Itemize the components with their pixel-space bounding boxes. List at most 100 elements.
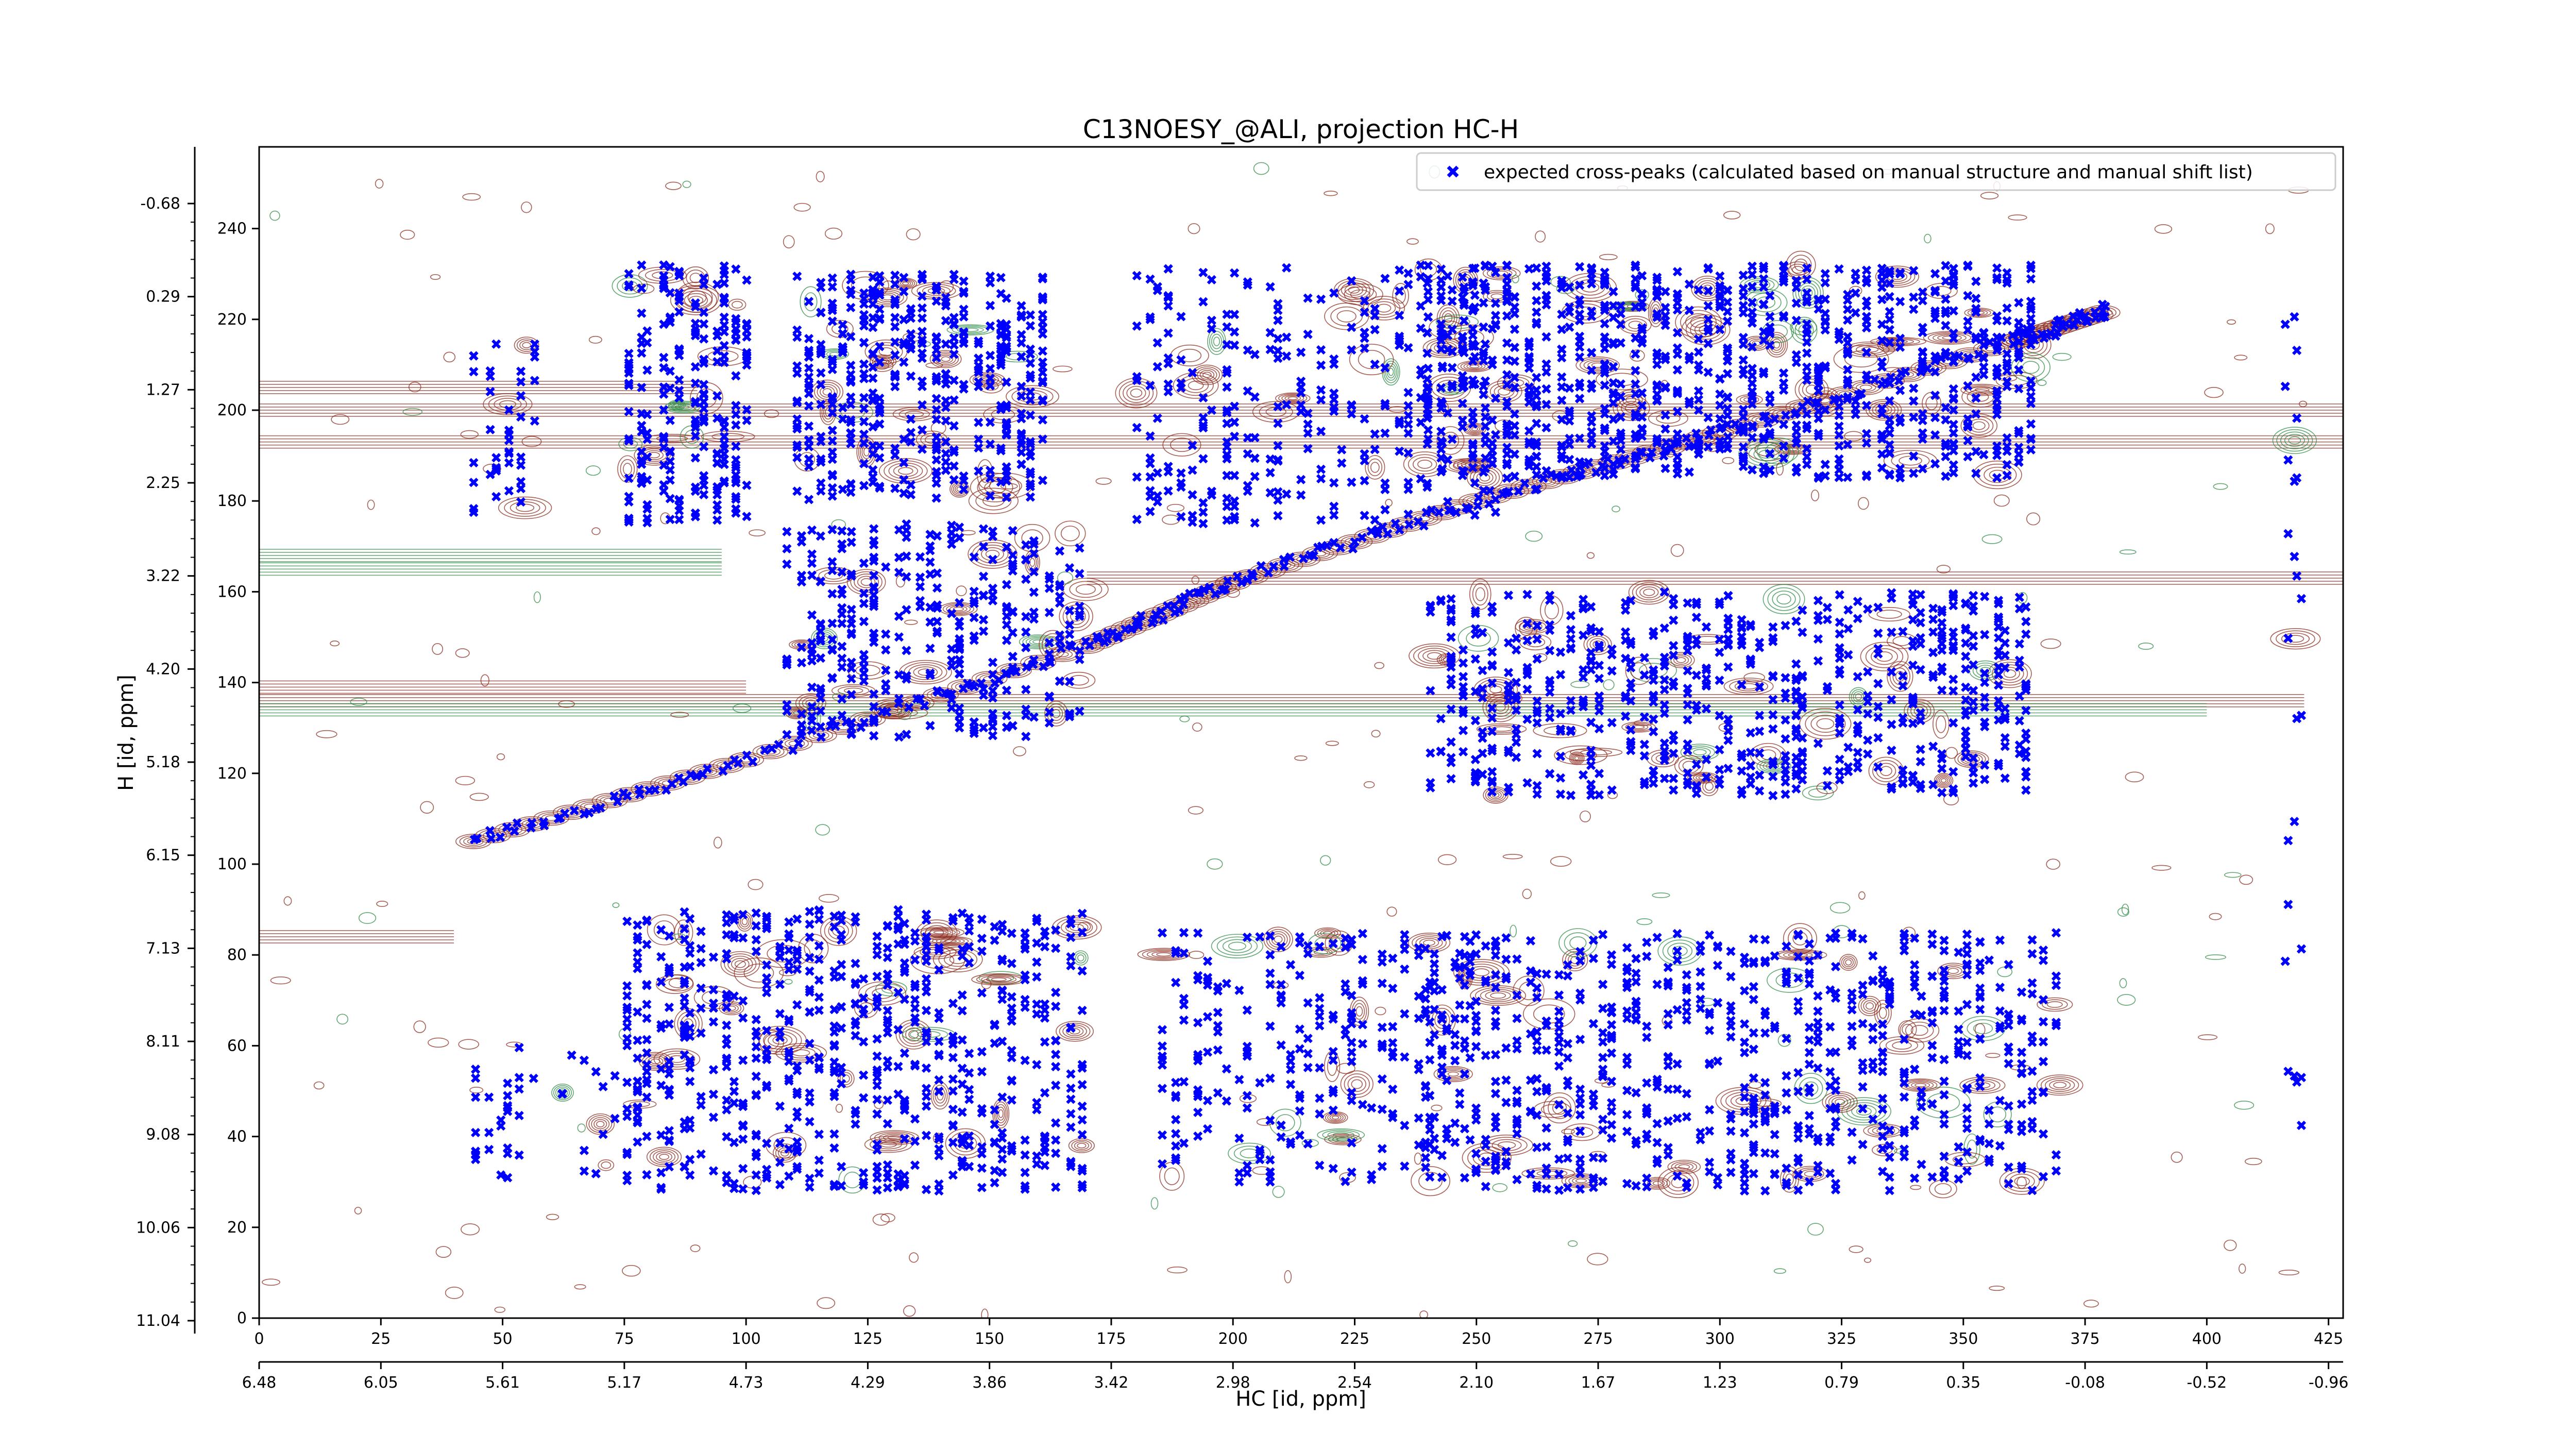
contour-ring	[817, 384, 838, 400]
contour-ring	[1472, 583, 1488, 606]
contour-ring	[1495, 702, 1506, 712]
contour-ring	[1490, 269, 1513, 278]
chart-title: C13NOESY_@ALI, projection HC-H	[1083, 114, 1519, 144]
contour-ring	[1762, 584, 1805, 614]
contour-ring	[1772, 591, 1796, 608]
contour-ring	[1385, 363, 1397, 381]
contour-ring	[1562, 300, 1610, 324]
contour-ring	[1573, 755, 1581, 762]
contour-ring	[925, 949, 945, 956]
contour-ring	[1436, 426, 1465, 455]
contour-ring	[1409, 643, 1461, 669]
contour-ring	[1887, 661, 1913, 692]
contour-ring	[1799, 708, 1852, 740]
contour-ring	[840, 1072, 853, 1085]
contour-ring	[1367, 458, 1383, 477]
contour-ring	[983, 381, 999, 391]
contour-ring	[1370, 462, 1380, 473]
contour-ring	[1616, 303, 1639, 310]
contour-ring	[1872, 760, 1900, 782]
contour-ring	[1413, 645, 1456, 666]
contour-ring	[1358, 350, 1385, 369]
contour-ring	[1624, 403, 1638, 413]
contour-ring	[1427, 652, 1442, 660]
contour-ring	[869, 355, 897, 369]
contour-ring	[1790, 255, 1812, 275]
contour-ring	[995, 1104, 1007, 1123]
contour-ring	[946, 324, 994, 335]
contour-ring	[732, 300, 743, 309]
contour-ring	[1933, 710, 1950, 739]
contour-ring	[1469, 578, 1492, 610]
contour-ring	[1417, 460, 1433, 469]
contour-ring	[1055, 520, 1086, 547]
contour-ring	[1422, 650, 1447, 662]
contour-ring	[1984, 466, 2011, 483]
contour-ring	[970, 473, 1021, 502]
contour-ring	[898, 467, 913, 475]
contour-ring	[1123, 383, 1150, 403]
contour-ring	[1871, 648, 1898, 665]
contour-ring	[1077, 954, 1084, 962]
contour-ring	[1974, 387, 1990, 393]
contour-ring	[1808, 788, 1828, 798]
contour-ring	[483, 393, 533, 415]
contour-ring	[1625, 396, 1636, 404]
contour-ring	[1805, 711, 1846, 736]
contour-ring	[814, 381, 841, 402]
contour-ring	[799, 695, 823, 711]
contour-ring	[1586, 636, 1609, 653]
contour-ring	[899, 409, 930, 419]
contour-ring	[1972, 421, 1986, 430]
contour-ring	[940, 938, 961, 944]
contour-ring	[2003, 669, 2016, 678]
contour-ring	[1673, 655, 1689, 665]
contour-ring	[1554, 745, 1608, 765]
contour-ring	[1628, 580, 1670, 605]
contour-ring	[1408, 454, 1442, 475]
contour-ring	[1349, 344, 1394, 376]
contour-ring	[1392, 283, 1409, 309]
contour-ring	[1636, 584, 1663, 600]
contour-ring	[860, 578, 872, 586]
contour-ring	[1435, 314, 1479, 329]
contour-ring	[653, 920, 675, 939]
contour-ring	[1705, 782, 1714, 791]
contour-ring	[674, 288, 717, 313]
contour-ring	[1469, 364, 1480, 368]
contour-ring	[1436, 653, 1456, 666]
contour-ring	[842, 1074, 850, 1083]
contour-ring	[968, 487, 1019, 514]
contour-ring	[1388, 368, 1394, 376]
contour-ring	[1162, 433, 1201, 457]
contour-ring	[913, 666, 938, 678]
contour-ring	[1412, 457, 1437, 472]
contour-ring	[1940, 778, 1947, 783]
contour-ring	[1868, 606, 1910, 622]
contour-ring	[775, 1043, 827, 1063]
contour-ring	[1853, 691, 1864, 703]
contour-ring	[1755, 746, 1782, 764]
contour-ring	[1972, 662, 1998, 679]
contour-ring	[872, 356, 894, 367]
contour-ring	[689, 273, 702, 283]
contour-ring	[1643, 588, 1655, 596]
contour-ring	[1202, 372, 1212, 378]
contour-ring	[759, 1030, 784, 1054]
contour-ring	[734, 957, 784, 989]
contour-ring	[1899, 456, 1922, 466]
contour-ring	[1006, 385, 1059, 408]
contour-ring	[899, 660, 952, 685]
contour-ring	[1571, 753, 1582, 763]
contour-ring	[1492, 792, 1500, 798]
contour-ring	[1833, 345, 1889, 373]
contour-ring	[1927, 332, 1972, 344]
contour-ring	[820, 386, 835, 398]
contour-ring	[951, 482, 968, 496]
contour-ring	[1482, 266, 1521, 280]
contour-ring	[870, 1130, 920, 1145]
contour-ring	[1865, 645, 1904, 668]
contour-ring	[1518, 620, 1547, 633]
contour-ring	[1476, 723, 1527, 735]
